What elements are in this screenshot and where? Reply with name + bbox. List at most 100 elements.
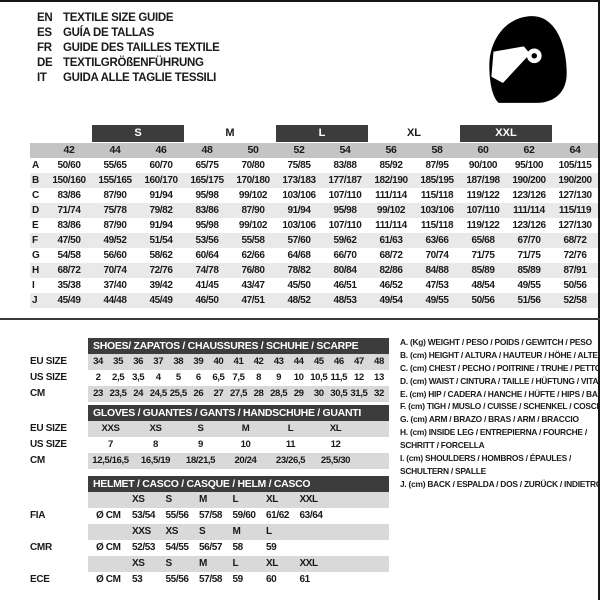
table-row: EU SIZE XXS XS S M L XL bbox=[30, 421, 420, 437]
size-value: 49/54 bbox=[379, 295, 403, 306]
row-label: B bbox=[32, 175, 39, 186]
cell-value: XS bbox=[132, 558, 145, 569]
size-value: 185/195 bbox=[420, 175, 454, 186]
size-value: 51/54 bbox=[149, 235, 173, 246]
cell-value: M bbox=[199, 494, 207, 505]
size-value: 107/110 bbox=[466, 205, 500, 216]
legend-line: A. (Kg) WEIGHT / PESO / POIDS / GEWITCH … bbox=[400, 337, 592, 347]
cell-value: 27,5 bbox=[229, 388, 248, 399]
size-value: 190/200 bbox=[512, 175, 546, 186]
cell-value: 9 bbox=[276, 372, 282, 383]
size-value: 84/88 bbox=[425, 265, 449, 276]
size-value: 52/58 bbox=[563, 295, 587, 306]
language-row: EN TEXTILE SIZE GUIDE bbox=[37, 11, 220, 26]
value-band: 23 23,5 24 24,5 25,5 26 27 27,5 28 28,5 29 30 30,5 31… bbox=[88, 386, 389, 402]
size-value: 49/55 bbox=[517, 280, 541, 291]
legend-line: F. (cm) TIGH / MUSLO / CUISSE / SCHENKEL… bbox=[400, 401, 600, 412]
row-label: CM bbox=[30, 388, 45, 399]
size-value: 95/100 bbox=[514, 160, 544, 171]
size-value: 91/94 bbox=[149, 190, 173, 201]
cell-value bbox=[298, 540, 332, 556]
cell-value: 47 bbox=[353, 356, 364, 367]
diameter-label: Ø CM bbox=[96, 574, 121, 585]
cell-value: 28 bbox=[253, 388, 264, 399]
cell-value: 23/26,5 bbox=[275, 455, 306, 466]
diameter-label: Ø CM bbox=[96, 542, 121, 553]
value-band: 2 2,5 3,5 4 5 6 6,5 7,5 8 9 10 10,5 11,5 12 13 bbox=[88, 370, 389, 386]
cell-value: 53/54 bbox=[132, 510, 156, 521]
size-value: 111/114 bbox=[375, 190, 407, 201]
gloves-header: GLOVES / GUANTES / GANTS / HANDSCHUHE / … bbox=[88, 405, 389, 421]
cell-value: 53 bbox=[132, 574, 143, 585]
size-value: 103/106 bbox=[282, 190, 316, 201]
cell-value: XXL bbox=[299, 494, 319, 505]
cell-value: 30,5 bbox=[330, 388, 348, 399]
language-row: FR GUIDE DES TAILLES TEXTILE bbox=[37, 41, 220, 56]
size-value: 39/42 bbox=[149, 280, 173, 291]
size-columns-row: 42 44 46 48 50 52 54 56 58 60 62 64 bbox=[30, 143, 598, 158]
row-label: J bbox=[32, 295, 38, 306]
size-value: 50/56 bbox=[471, 295, 495, 306]
cell-value: 46 bbox=[333, 356, 344, 367]
size-value: 127/130 bbox=[558, 190, 592, 201]
cell-value: 6 bbox=[195, 372, 201, 383]
legend-line: SCHULTERN / SPALLE bbox=[400, 465, 486, 476]
size-value: 66/70 bbox=[333, 250, 357, 261]
cell-value: 31,5 bbox=[350, 388, 368, 399]
size-band-l: L bbox=[276, 125, 368, 142]
measurement-legend: A. (Kg) WEIGHT / PESO / POIDS / GEWITCH … bbox=[400, 336, 600, 491]
size-value: 46/50 bbox=[195, 295, 219, 306]
size-value: 107/110 bbox=[328, 220, 362, 231]
row-label-spacer bbox=[30, 143, 46, 158]
size-value: 187/198 bbox=[466, 175, 500, 186]
size-value: 87/90 bbox=[103, 190, 127, 201]
cell-value: 10 bbox=[240, 439, 251, 450]
cell-value: 11,5 bbox=[330, 372, 348, 383]
size-value: 103/106 bbox=[420, 205, 454, 216]
cell-value: 32 bbox=[374, 388, 384, 399]
size-value: 160/170 bbox=[144, 175, 178, 186]
cell-value: 42 bbox=[253, 356, 264, 367]
cell-value: L bbox=[232, 558, 239, 569]
cell-value: 41 bbox=[233, 356, 244, 367]
table-row: US SIZE 7 8 9 10 11 12 bbox=[30, 437, 420, 453]
cell-value: 37 bbox=[153, 356, 164, 367]
value-band: Ø CM 53 55/56 57/58 59 60 61 bbox=[88, 572, 389, 588]
row-label: A bbox=[32, 160, 39, 171]
row-label: EU SIZE bbox=[30, 423, 67, 434]
size-row-b: B 150/160 155/165 160/170 165/175 170/180 173/… bbox=[30, 173, 598, 188]
value-band: XS S M L XL XXL bbox=[88, 556, 389, 572]
language-title: GUÍA DE TALLAS bbox=[63, 27, 154, 39]
size-row-d: D 71/74 75/78 79/82 83/86 87/90 91/94 95/98 99/1… bbox=[30, 203, 598, 218]
cell-value: 29 bbox=[293, 388, 304, 399]
row-label: F bbox=[32, 235, 38, 246]
cell-value: 61 bbox=[299, 574, 311, 585]
helmet-table: HELMET / CASCO / CASQUE / HELM / CASCO X… bbox=[30, 476, 420, 588]
size-value: 119/122 bbox=[466, 220, 500, 231]
size-row-f: F 47/50 49/52 51/54 53/56 55/58 57/60 59/62 61/6… bbox=[30, 233, 598, 248]
size-value: 95/98 bbox=[333, 205, 357, 216]
size-value: 173/183 bbox=[282, 175, 316, 186]
language-row: ES GUÍA DE TALLAS bbox=[37, 26, 220, 41]
row-label: CMR bbox=[30, 542, 52, 553]
size-row-j: J 45/49 44/48 45/49 46/50 47/51 48/52 48/53 49/5… bbox=[30, 293, 598, 308]
size-value: 45/50 bbox=[287, 280, 311, 291]
language-title: GUIDE DES TAILLES TEXTILE bbox=[63, 42, 220, 54]
size-value: 99/102 bbox=[376, 205, 406, 216]
size-value: 170/180 bbox=[236, 175, 270, 186]
language-code: ES bbox=[37, 27, 52, 39]
size-value: 190/200 bbox=[558, 175, 592, 186]
shoes-rows: EU SIZE 34 35 36 37 38 39 40 41 42 43 44 45 46 47 48 US … bbox=[30, 354, 420, 402]
size-column-header: 54 bbox=[339, 144, 351, 156]
cell-value: L bbox=[232, 494, 239, 505]
size-value: 68/72 bbox=[57, 265, 81, 276]
size-value: 65/75 bbox=[195, 160, 219, 171]
cell-value: L bbox=[266, 526, 272, 537]
size-row-g: G 54/58 56/60 58/62 60/64 62/66 64/68 66/70 68/7… bbox=[30, 248, 598, 263]
gloves-rows: EU SIZE XXS XS S M L XL US SIZE 7 8 9 10 11 12 CM 12,5/… bbox=[30, 421, 420, 469]
cell-value: 58 bbox=[232, 542, 244, 553]
size-value: 55/58 bbox=[241, 235, 265, 246]
helmet-row: CMR Ø CM 52/53 54/55 56/57 58 59 bbox=[30, 540, 420, 556]
row-label: G bbox=[32, 250, 40, 261]
